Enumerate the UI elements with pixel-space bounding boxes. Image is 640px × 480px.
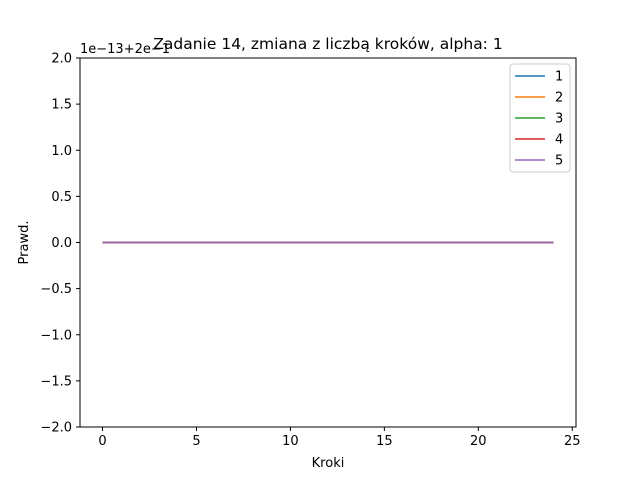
chart-title: Zadanie 14, zmiana z liczbą kroków, alph…	[153, 35, 502, 53]
legend: 1 2 3 4 5	[509, 63, 571, 173]
legend-label-1: 1	[555, 70, 563, 85]
y-tick-label: −1.5	[40, 374, 72, 389]
x-axis-title: Kroki	[312, 456, 345, 471]
legend-label-4: 4	[555, 133, 563, 148]
y-tick-label: 2.0	[51, 52, 72, 67]
legend-label-2: 2	[555, 91, 563, 106]
x-tick-label: 0	[98, 434, 106, 449]
y-tick-label: −1.0	[40, 328, 72, 343]
legend-label-3: 3	[555, 112, 563, 127]
y-tick-label: −0.5	[40, 282, 72, 297]
x-tick-label: 10	[282, 434, 299, 449]
x-tick-label: 15	[376, 434, 393, 449]
legend-label-5: 5	[555, 154, 563, 169]
x-tick-label: 25	[564, 434, 581, 449]
y-axis: −2.0 −1.5 −1.0 −0.5 0.0 0.5 1.0 1.5 2.0	[40, 52, 80, 436]
y-tick-label: 1.5	[51, 98, 72, 113]
y-offset-label: 1e−13+2e−1	[80, 42, 170, 57]
y-axis-title: Prawd.	[17, 221, 32, 265]
y-tick-label: −2.0	[40, 421, 72, 436]
x-tick-label: 5	[192, 434, 200, 449]
x-axis: 0 5 10 15 20 25	[98, 427, 581, 449]
y-tick-label: 0.5	[51, 190, 72, 205]
y-tick-label: 1.0	[51, 144, 72, 159]
x-tick-label: 20	[470, 434, 487, 449]
y-tick-label: 0.0	[51, 236, 72, 251]
